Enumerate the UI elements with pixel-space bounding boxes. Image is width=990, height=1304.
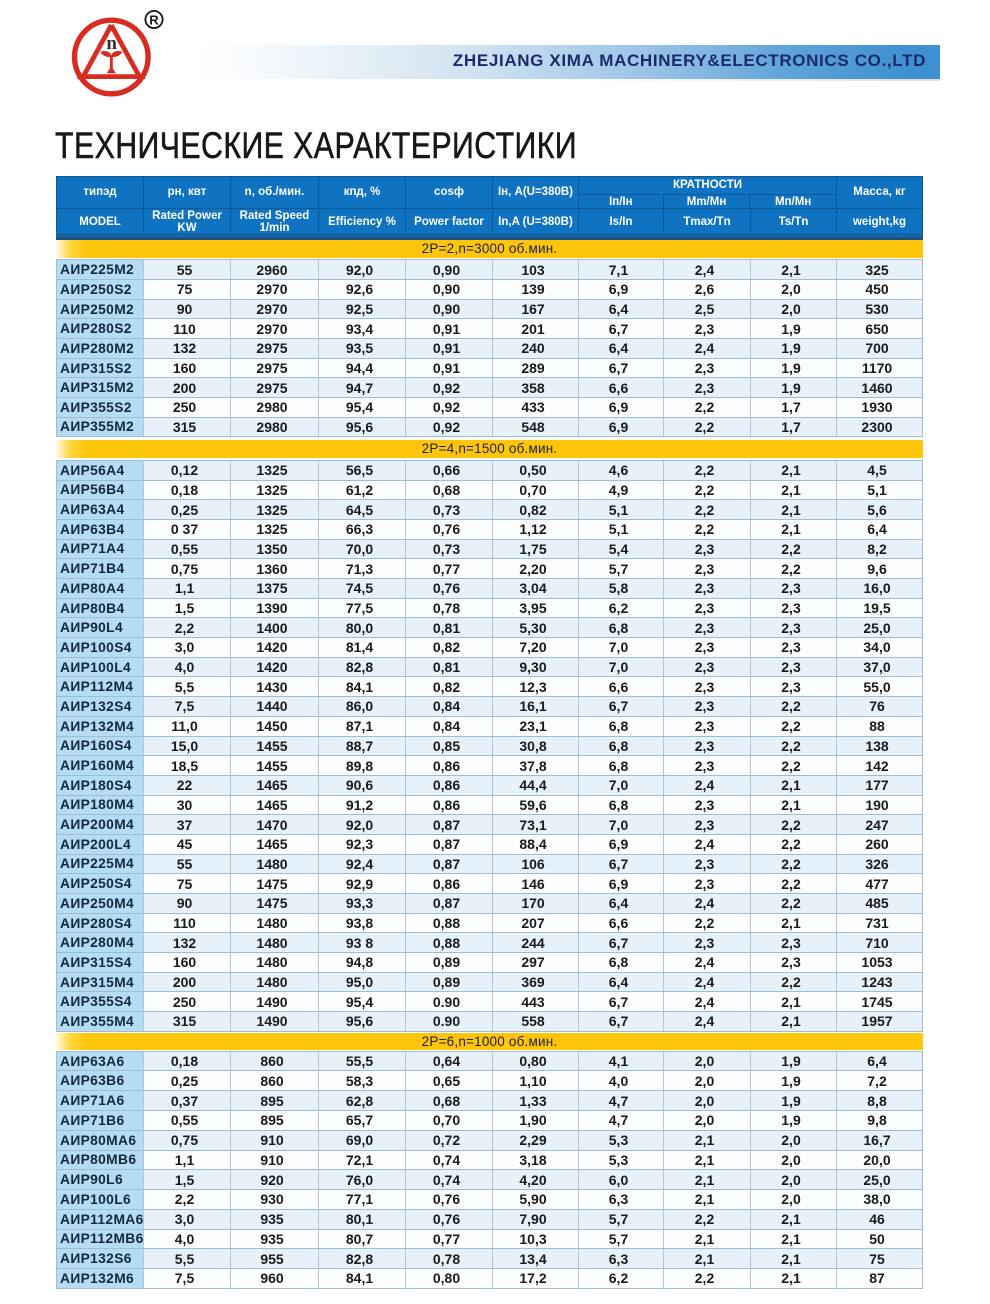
svg-text:n: n (106, 33, 117, 54)
svg-text:R: R (149, 13, 159, 28)
